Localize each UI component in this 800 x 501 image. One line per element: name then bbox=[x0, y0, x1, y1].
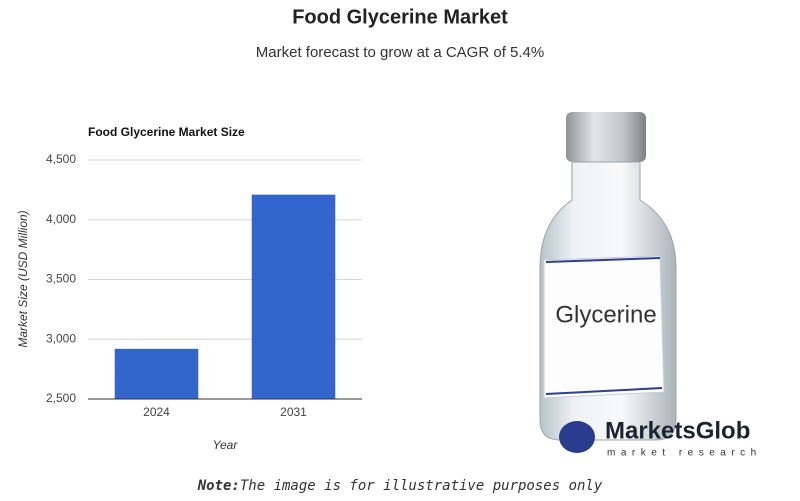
y-axis-label: Market Size (USD Million) bbox=[16, 210, 30, 347]
x-tick-label: 2024 bbox=[143, 405, 170, 419]
chart-title: Food Glycerine Market Size bbox=[88, 125, 245, 139]
label-stripe bbox=[545, 387, 663, 395]
bottle-illustration: Glycerine bbox=[539, 112, 677, 441]
bottle-label-text: Glycerine bbox=[555, 301, 656, 328]
logo-tagline: market research bbox=[607, 448, 762, 459]
logo: MarketsGlob market research bbox=[559, 417, 762, 459]
x-tick-label: 2031 bbox=[280, 405, 307, 419]
bottle-label bbox=[543, 255, 665, 399]
y-tick-label: 3,500 bbox=[46, 272, 76, 286]
bottle-cap bbox=[566, 112, 646, 162]
y-tick-label: 3,000 bbox=[46, 331, 76, 345]
x-axis-label: Year bbox=[213, 438, 239, 452]
bar-chart: Food Glycerine Market Size Year Market S… bbox=[16, 125, 362, 452]
note-text: The image is for illustrative purposes o… bbox=[240, 478, 603, 494]
y-tick-label: 2,500 bbox=[46, 391, 76, 405]
logo-mark bbox=[559, 421, 595, 453]
logo-name: MarketsGlob bbox=[605, 417, 750, 444]
y-tick-label: 4,500 bbox=[46, 152, 76, 166]
page-subtitle: Market forecast to grow at a CAGR of 5.4… bbox=[256, 44, 544, 61]
page-title: Food Glycerine Market bbox=[292, 6, 508, 28]
label-stripe bbox=[545, 257, 661, 263]
note: Note:The image is for illustrative purpo… bbox=[197, 478, 603, 494]
bar bbox=[251, 194, 336, 399]
y-tick-label: 4,000 bbox=[46, 212, 76, 226]
bar bbox=[114, 348, 199, 399]
note-prefix: Note: bbox=[197, 478, 240, 494]
